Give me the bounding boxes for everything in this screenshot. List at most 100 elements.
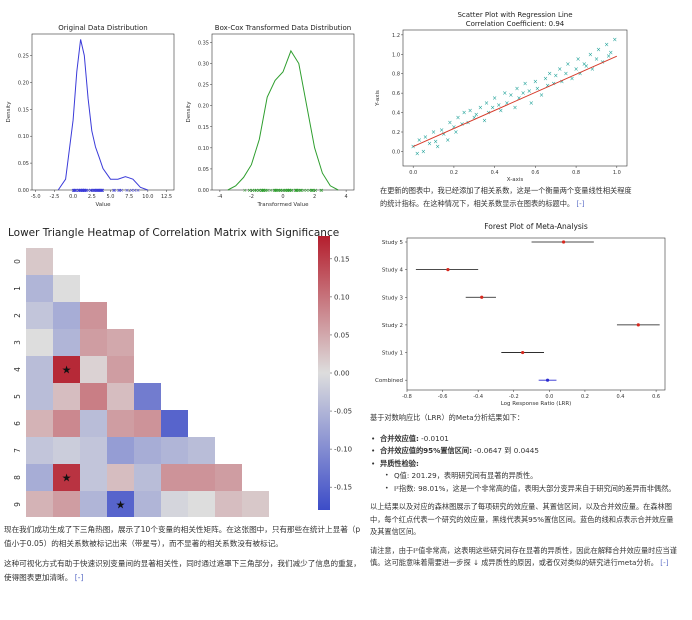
x-tick-label: 0.8 [572,170,580,176]
rug-mark: × [94,188,98,194]
data-point: × [496,102,501,109]
scatter-regression-chart: Scatter Plot with Regression LineCorrela… [375,11,628,183]
data-point: × [427,141,432,148]
rug-mark: × [320,188,324,194]
rug-mark: × [95,188,99,194]
data-point: × [441,131,446,138]
data-point: × [527,88,532,95]
rug-mark: × [261,188,265,194]
rug-mark: × [290,188,294,194]
rug-mark: × [257,188,261,194]
rug-mark: × [73,188,77,194]
rug-mark: × [136,188,140,194]
rug-mark: × [86,188,90,194]
row-label: 0 [13,259,22,264]
heatmap-cell [53,302,80,329]
data-point: × [411,144,416,151]
data-point: × [445,137,450,144]
rug-mark: × [294,188,298,194]
y-tick-label: 0.10 [198,146,209,152]
rug-mark: × [77,188,81,194]
data-point: × [533,78,538,85]
rug-mark: × [96,188,100,194]
heatmap-expand-link[interactable]: [-] [74,573,84,582]
x-tick-label: -2.5 [50,194,60,200]
data-point: × [608,49,613,56]
heterogeneity-label: 异质性检验: [380,458,419,468]
y-tick-label: 0.25 [18,54,29,60]
data-point: × [529,100,534,107]
rug-mark: × [283,188,287,194]
rug-mark: × [73,188,77,194]
expand-link[interactable]: [-] [576,198,585,208]
data-point: × [484,100,489,107]
colorbar-tick-label: 0.05 [334,331,350,339]
rug-mark: × [269,188,273,194]
heatmap-cell [134,410,161,437]
data-point: × [604,42,609,49]
rug-mark: × [98,188,102,194]
x-axis-label: Log Response Ratio (LRR) [501,401,572,407]
data-point: × [535,85,540,92]
rug-mark: × [74,188,78,194]
rug-mark: × [264,188,268,194]
rug-mark: × [287,188,291,194]
rug-mark: × [80,188,84,194]
data-point: × [512,105,517,112]
rug-mark: × [113,188,117,194]
data-point: × [517,95,522,102]
heatmap-cell [80,302,107,329]
rug-mark: × [299,188,303,194]
effect-label: 合并效应值: [380,433,419,443]
rug-mark: × [294,188,298,194]
data-point: × [451,124,456,131]
x-tick-label: 10.0 [142,194,153,200]
rug-mark: × [272,188,276,194]
x-tick-label: 4 [345,194,348,200]
effect-point [446,268,450,272]
rug-mark: × [92,188,96,194]
data-point: × [612,37,617,44]
rug-mark: × [262,188,266,194]
rug-mark: × [79,188,83,194]
density-curve [57,39,148,191]
forest-panel: Forest Plot of Meta-Analysis -0.8 -0.6 -0.4… [365,218,670,408]
heatmap-cell [161,410,188,437]
rug-mark: × [93,188,97,194]
forest-results: 基于对数响应比（LRR）的Meta分析结果如下： 合并效应值: -0.0101 … [370,412,680,570]
rug-mark: × [276,188,280,194]
rug-mark: × [77,188,81,194]
i2-item: I²指数: 98.01%，这是一个非常高的值，表明大部分变异来自于研究间的差异而… [385,483,680,496]
colorbar-tick-label: -0.15 [334,484,352,492]
heatmap-cell [26,356,53,383]
rug-mark: × [71,188,75,194]
rug-mark: × [253,188,257,194]
y-tick-label: 0.2 [392,130,400,136]
rug-mark: × [80,188,84,194]
rug-mark: × [89,188,93,194]
x-tick-label: -4 [217,194,222,200]
original-distribution-panel: Original Data Distribution -5.0 -2.5 0.0 2.5… [2,22,182,212]
heatmap-cell [188,491,215,518]
rug-mark: × [81,188,85,194]
x-tick-label: 0 [281,194,284,200]
data-point: × [584,63,589,70]
study-label: Combined [375,378,403,384]
rug-mark: × [79,188,83,194]
rug-mark: × [251,188,255,194]
y-tick-label: 0.05 [18,161,29,167]
heatmap-cell [53,275,80,302]
result-item-effect: 合并效应值: -0.0101 [371,433,680,446]
data-point: × [472,114,477,121]
boxcox-distribution-panel: Box-Cox Transformed Data Distribution -4 -… [182,22,362,212]
rug-mark: × [294,188,298,194]
rug-mark: × [92,188,96,194]
forest-expand-link[interactable]: [-] [660,558,669,567]
rug-mark: × [263,188,267,194]
ci-value: -0.0647 到 0.0445 [471,446,539,455]
effect-point [561,240,566,244]
rug-mark: × [293,188,297,194]
heatmap-cell [26,275,53,302]
rug-mark: × [282,188,286,194]
data-point: × [590,66,595,73]
